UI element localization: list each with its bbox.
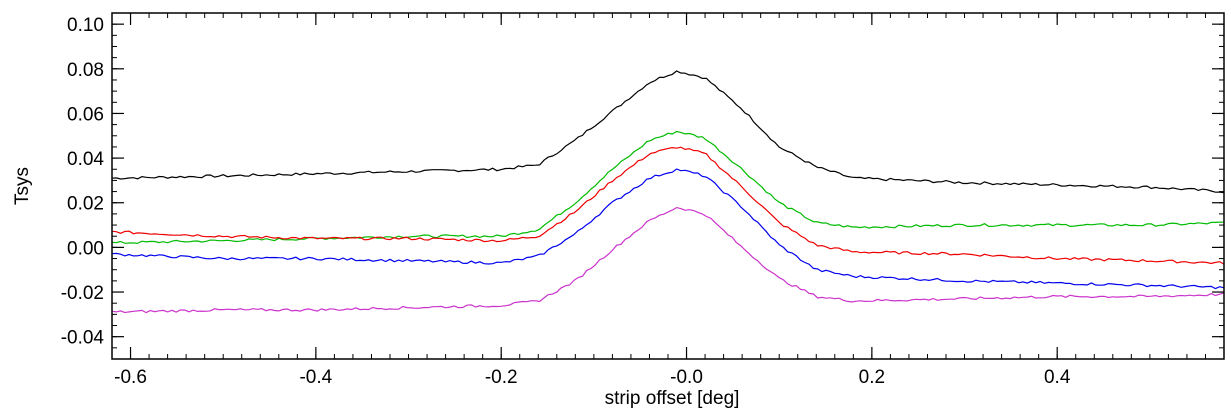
y-axis-label: Tsys: [12, 167, 33, 205]
plot-frame: [111, 12, 1225, 360]
x-tick-label: 0.2: [859, 367, 885, 388]
x-tick-label: -0.0: [670, 367, 703, 388]
y-axis: -0.04 -0.02 0.00 0.02 0.04 0.06 0.08 0.10: [61, 12, 1224, 360]
y-tick-label: 0.04: [67, 149, 104, 170]
series-line-3: [111, 146, 1225, 265]
y-tick-label: 0.06: [67, 104, 104, 125]
y-tick-label: 0.02: [67, 194, 104, 215]
x-tick-label: 0.4: [1044, 367, 1071, 388]
y-tick-label: 0.00: [67, 238, 104, 259]
series-line-5: [111, 206, 1225, 314]
series-line-2: [111, 130, 1225, 244]
series-line-4: [111, 168, 1225, 290]
series-line-1: [111, 70, 1225, 194]
x-axis: -0.6 -0.4 -0.2 -0.0 0.2 0.4: [111, 13, 1225, 388]
y-tick-label: 0.10: [67, 15, 104, 36]
x-tick-label: -0.2: [485, 367, 518, 388]
x-tick-label: -0.6: [114, 367, 147, 388]
y-tick-label: -0.02: [61, 283, 104, 304]
y-tick-label: 0.08: [67, 60, 104, 81]
y-tick-label: -0.04: [61, 328, 105, 349]
x-tick-label: -0.4: [299, 367, 332, 388]
plot-series: [111, 70, 1225, 314]
x-axis-label: strip offset [deg]: [605, 388, 740, 409]
